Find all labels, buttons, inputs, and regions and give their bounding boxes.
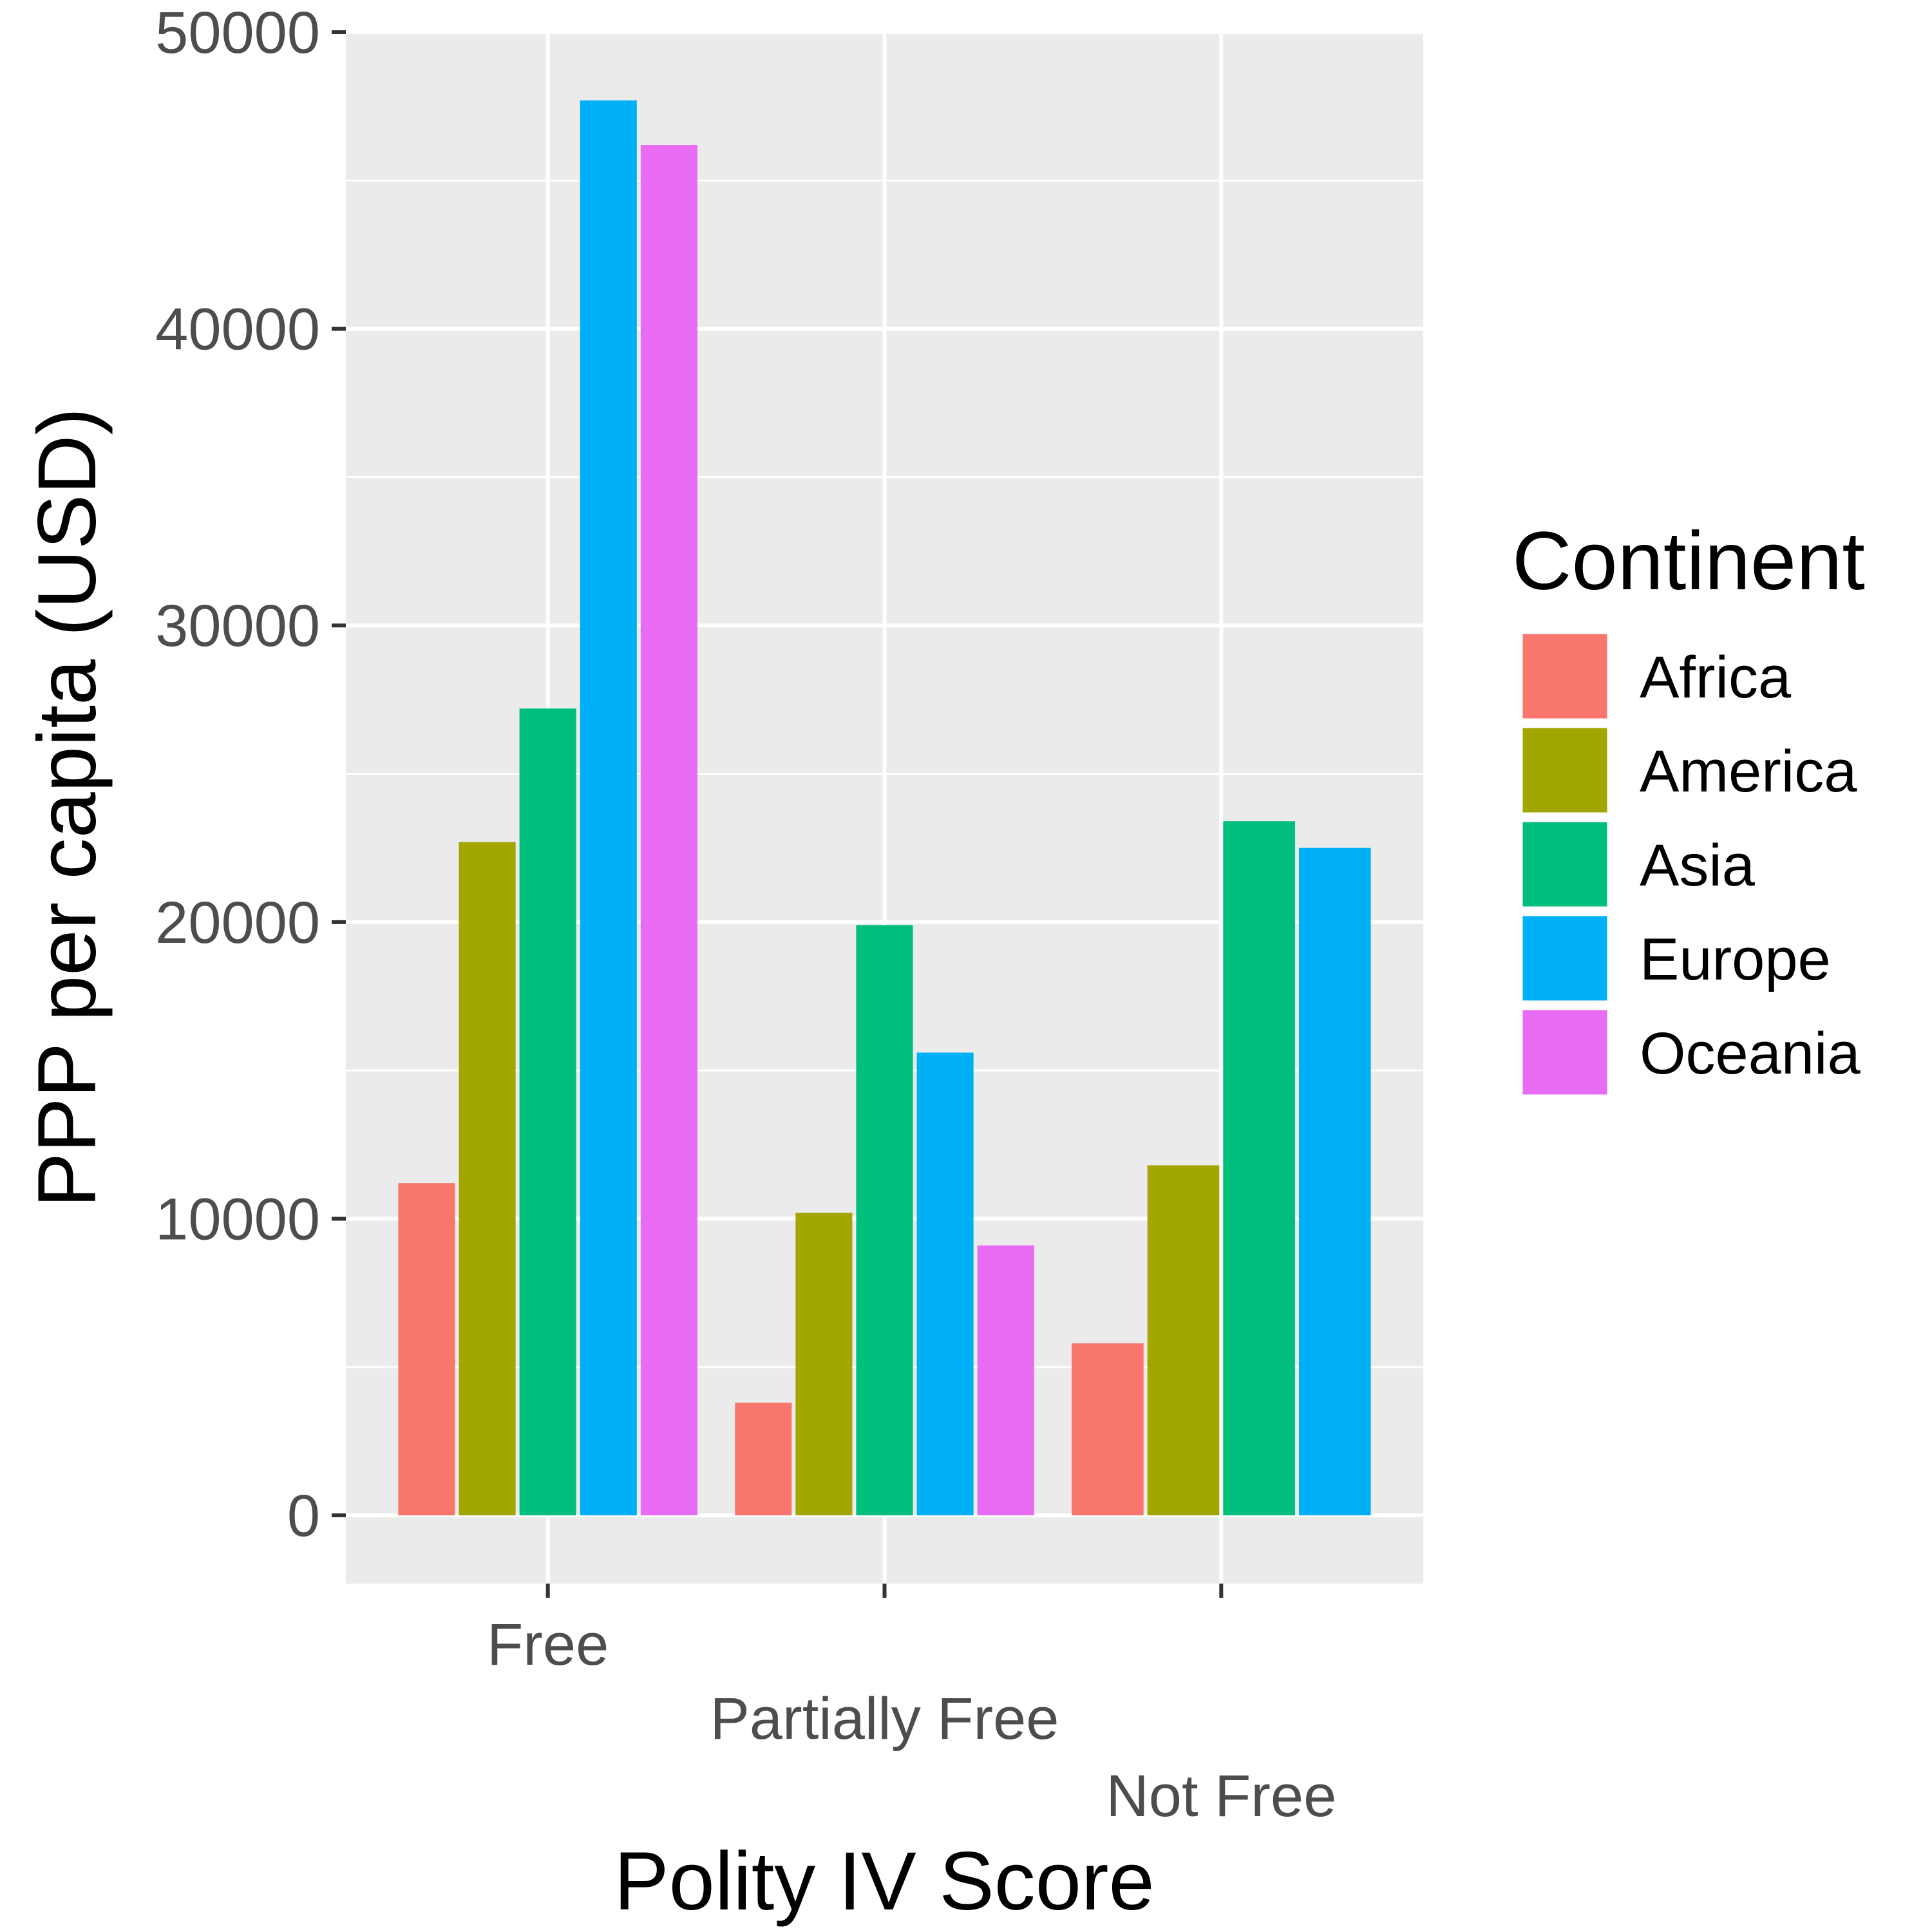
legend: Continent Africa America Asia Europe Oceania	[1512, 515, 1865, 1098]
bar-oceania-free	[640, 145, 697, 1516]
x-tick-label: Not Free	[1106, 1763, 1336, 1829]
x-tick-label: Partially Free	[710, 1686, 1059, 1752]
legend-key-oceania	[1519, 1007, 1611, 1098]
legend-label-america: America	[1640, 739, 1857, 804]
y-tick-label: 20000	[155, 890, 320, 956]
y-tick-label: 10000	[155, 1186, 320, 1252]
legend-key-europe	[1519, 913, 1611, 1004]
bar-america-partially-free	[795, 1213, 853, 1516]
legend-title: Continent	[1512, 515, 1865, 607]
bar-america-free	[459, 842, 516, 1516]
bar-africa-free	[398, 1183, 455, 1516]
x-axis: Free Partially Free Not Free	[487, 1584, 1336, 1829]
bar-oceania-partially-free	[977, 1245, 1034, 1516]
bar-africa-partially-free	[735, 1403, 792, 1516]
bar-europe-not-free	[1298, 848, 1371, 1516]
x-axis-title: Polity IV Score	[614, 1835, 1154, 1927]
bar-asia-partially-free	[856, 925, 913, 1516]
bar-europe-partially-free	[916, 1052, 974, 1516]
bar-europe-free	[580, 100, 637, 1516]
legend-label-oceania: Oceania	[1640, 1021, 1861, 1086]
legend-key-africa	[1519, 630, 1611, 722]
bar-america-not-free	[1147, 1165, 1220, 1516]
bars-group	[398, 100, 1371, 1516]
y-axis-title: PPP per capita (USD)	[21, 408, 113, 1208]
bar-africa-not-free	[1072, 1343, 1144, 1516]
y-tick-label: 30000	[155, 593, 320, 659]
y-tick-label: 0	[287, 1483, 320, 1549]
bar-asia-not-free	[1223, 821, 1295, 1516]
legend-label-europe: Europe	[1640, 927, 1831, 992]
legend-label-africa: Africa	[1640, 645, 1792, 710]
x-tick-label: Free	[487, 1612, 609, 1678]
y-axis: 0 10000 20000 30000 40000 50000	[155, 0, 346, 1549]
legend-label-asia: Asia	[1640, 833, 1756, 898]
bar-asia-free	[519, 708, 576, 1516]
y-tick-label: 50000	[155, 0, 320, 66]
y-tick-label: 40000	[155, 297, 320, 363]
legend-key-america	[1519, 724, 1611, 816]
legend-key-asia	[1519, 819, 1611, 910]
